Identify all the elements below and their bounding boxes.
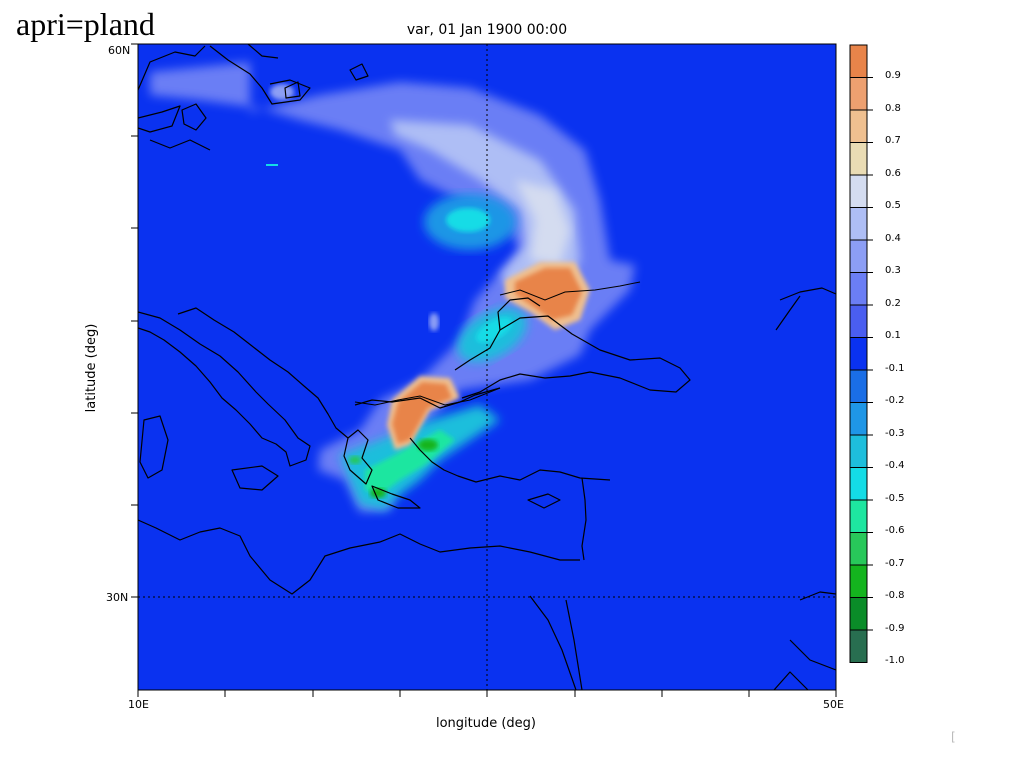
plot-title: var, 01 Jan 1900 00:00 — [406, 22, 568, 38]
colorbar-label: 0.1 — [885, 330, 901, 342]
anomaly-field — [138, 44, 836, 690]
colorbar-swatch — [849, 142, 868, 176]
colorbar-label: 0.9 — [885, 70, 901, 82]
colorbar-swatch — [849, 597, 868, 631]
pos-spot-1 — [270, 84, 294, 100]
colorbar-label: -0.1 — [885, 362, 905, 374]
colorbar-swatch — [849, 629, 868, 663]
colorbar-label: -1.0 — [885, 655, 905, 667]
neg-patch-north-core — [446, 208, 490, 232]
colorbar-swatch — [849, 369, 868, 403]
colorbar-swatch — [849, 467, 868, 501]
border-line-2 — [354, 387, 501, 406]
corner-mark: [ — [951, 730, 956, 744]
neg-patch-green-2 — [370, 488, 386, 498]
colorbar-label: 0.4 — [885, 232, 901, 244]
y-axis-label: latitude (deg) — [84, 323, 99, 413]
colorbar-label: -0.3 — [885, 427, 905, 439]
colorbar-swatch — [849, 77, 868, 111]
colorbar-label: 0.8 — [885, 102, 901, 114]
colorbar-label: -0.5 — [885, 492, 905, 504]
colorbar-label: 0.5 — [885, 200, 901, 212]
coastlines — [138, 44, 836, 690]
colorbar-swatch — [849, 109, 868, 143]
colorbar-swatch — [849, 207, 868, 241]
colorbar-swatch — [849, 272, 868, 306]
colorbar-label: -0.2 — [885, 395, 905, 407]
neg-patch-green-3 — [349, 456, 361, 464]
colorbar-label: 0.2 — [885, 297, 901, 309]
lon-tick-50e: 50E — [823, 698, 844, 711]
colorbar-swatch — [849, 434, 868, 468]
colorbar-swatch — [849, 499, 868, 533]
axis-ticks — [131, 43, 837, 697]
colorbar-swatch — [849, 532, 868, 566]
x-axis-label: longitude (deg) — [435, 716, 537, 731]
slide-title: apri=pland — [16, 6, 155, 42]
neg-patch-green-1 — [418, 439, 438, 451]
colorbar-swatch — [849, 304, 868, 338]
lon-tick-10e: 10E — [128, 698, 149, 711]
colorbar-label: 0.3 — [885, 265, 901, 277]
lat-tick-60n: 60N — [108, 44, 131, 57]
border-line — [499, 281, 641, 301]
colorbar-swatch — [849, 402, 868, 436]
positive-arc-light — [515, 180, 570, 265]
colorbar — [849, 44, 873, 663]
colorbar-swatch — [849, 564, 868, 598]
pos-core-balkan-inner — [392, 382, 452, 444]
colorbar-label: 0.7 — [885, 135, 901, 147]
colorbar-label: -0.6 — [885, 525, 905, 537]
colorbar-swatch — [849, 44, 868, 78]
colorbar-label: -0.9 — [885, 622, 905, 634]
colorbar-swatch — [849, 174, 868, 208]
colorbar-label: -0.7 — [885, 557, 905, 569]
colorbar-label: -0.8 — [885, 590, 905, 602]
pos-core-black-sea-inner — [515, 268, 582, 320]
colorbar-swatch — [849, 337, 868, 371]
colorbar-label: -0.4 — [885, 460, 905, 472]
lat-tick-30n: 30N — [106, 591, 129, 604]
pos-spot-2 — [429, 313, 439, 331]
neg-patch-mid-core — [476, 317, 512, 343]
colorbar-swatch — [849, 239, 868, 273]
colorbar-label: 0.6 — [885, 167, 901, 179]
